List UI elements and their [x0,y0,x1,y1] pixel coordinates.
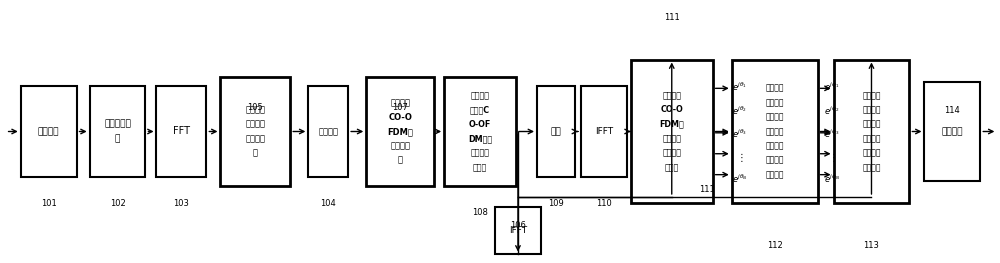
Text: 计: 计 [253,149,258,158]
Text: 号内的光: 号内的光 [662,134,681,143]
Bar [495,207,541,255]
Text: 频: 频 [398,156,403,165]
Text: $e^{j\phi_N}$: $e^{j\phi_N}$ [824,172,840,185]
Bar [21,86,77,177]
Text: 缀: 缀 [115,134,120,143]
Bar [366,77,434,186]
Text: 101: 101 [41,199,57,208]
Text: CO-O: CO-O [388,113,412,122]
Text: 107: 107 [392,103,408,113]
Text: FDM符: FDM符 [387,127,413,136]
Text: 偿每个C: 偿每个C [470,105,490,114]
Text: CO-O: CO-O [660,105,683,114]
Text: 估计每个: 估计每个 [662,91,681,100]
Text: 110: 110 [596,199,612,208]
Text: 平均处理: 平均处理 [765,170,784,179]
Text: ，采用单: ，采用单 [862,105,881,114]
Text: 利用时域: 利用时域 [765,84,784,93]
Bar [156,86,206,177]
Text: 信道均衡: 信道均衡 [318,127,338,136]
Text: 114: 114 [944,106,960,115]
Text: 抽头均衡: 抽头均衡 [862,120,881,129]
Text: $e^{j\theta_2}$: $e^{j\theta_2}$ [732,104,747,117]
Text: 111: 111 [699,185,715,194]
Text: 串并转换: 串并转换 [38,127,59,136]
Text: 112: 112 [767,241,782,250]
Text: 对时域样: 对时域样 [765,113,784,122]
Text: O-OF: O-OF [469,120,491,129]
Text: 106: 106 [510,221,526,230]
Text: $e^{j\phi_2}$: $e^{j\phi_2}$ [824,104,839,117]
Text: 判决输出: 判决输出 [942,127,963,136]
Text: $e^{j\theta_N}$: $e^{j\theta_N}$ [732,172,748,185]
Text: 移除循环前: 移除循环前 [104,120,131,129]
Text: $e^{j\theta_3}$: $e^{j\theta_3}$ [732,128,747,140]
Bar [537,86,575,177]
Text: 时域值: 时域值 [665,163,679,172]
Text: 判决: 判决 [551,127,561,136]
Text: 信道的估: 信道的估 [245,134,265,143]
Text: 在时域上: 在时域上 [862,91,881,100]
Text: $e^{j\phi_3}$: $e^{j\phi_3}$ [824,128,839,140]
Text: 105: 105 [247,103,263,113]
Text: 提取训练: 提取训练 [245,105,265,114]
Bar [308,86,348,177]
Text: 进行滑动: 进行滑动 [765,156,784,165]
Text: 111: 111 [664,13,680,22]
Bar [581,86,627,177]
Bar [834,59,909,204]
Text: 102: 102 [110,199,125,208]
Text: IFFT: IFFT [595,127,613,136]
Text: FDM符: FDM符 [659,120,684,129]
Text: FFT: FFT [173,127,190,136]
Text: 113: 113 [864,241,879,250]
Bar [924,82,980,181]
Text: 器进行光: 器进行光 [862,134,881,143]
Text: DM符号: DM符号 [468,134,492,143]
Text: 104: 104 [320,199,336,208]
Text: $e^{j\theta_1}$: $e^{j\theta_1}$ [732,81,747,93]
Text: 相位噪声: 相位噪声 [765,141,784,150]
Bar [732,59,818,204]
Bar [631,59,713,204]
Text: $\vdots$: $\vdots$ [828,151,835,164]
Bar [220,77,290,186]
Text: 本内的光: 本内的光 [765,127,784,136]
Text: 相位噪声: 相位噪声 [862,149,881,158]
Text: 滑动窗口: 滑动窗口 [765,98,784,107]
Text: 位噪声: 位噪声 [473,163,487,172]
Text: 的共同相: 的共同相 [471,149,490,158]
Bar [90,86,145,177]
Text: 109: 109 [548,199,564,208]
Text: 相位噪声: 相位噪声 [662,149,681,158]
Text: 108: 108 [472,208,488,217]
Text: IFFT: IFFT [509,226,527,235]
Text: $\vdots$: $\vdots$ [736,151,743,164]
Text: 补偿处理: 补偿处理 [862,163,881,172]
Text: 估计并补: 估计并补 [471,91,490,100]
Text: $e^{j\phi_1}$: $e^{j\phi_1}$ [824,81,839,93]
Text: 序列完成: 序列完成 [245,120,265,129]
Text: 号内的导: 号内的导 [390,141,410,150]
Bar [444,77,516,186]
Text: 提取每个: 提取每个 [390,98,410,107]
Text: 103: 103 [174,199,189,208]
